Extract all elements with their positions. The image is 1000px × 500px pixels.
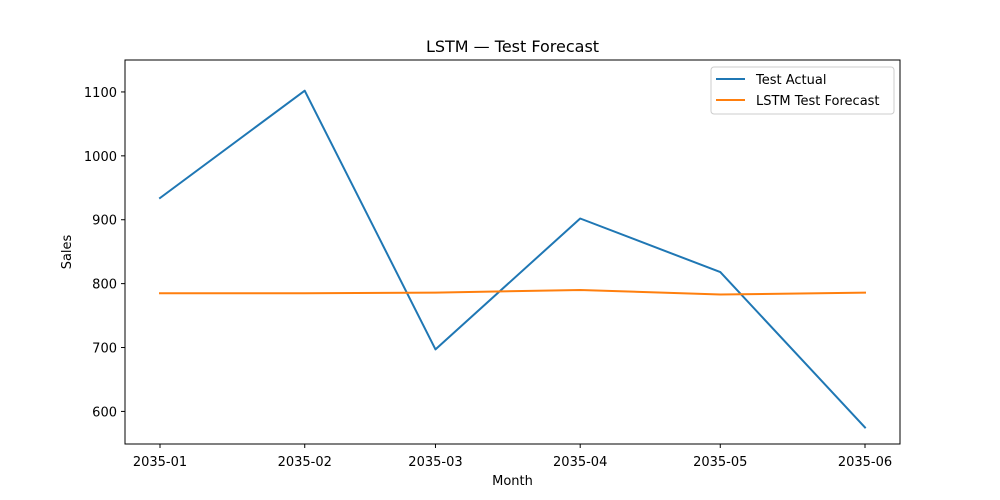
x-tick-label: 2035-04 [553,455,607,470]
plot-area [158,89,867,429]
legend-label-1: Test Actual [755,73,826,88]
legend-label-2: LSTM Test Forecast [756,94,880,109]
legend: Test Actual LSTM Test Forecast [710,66,895,115]
y-tick-label: 1000 [84,150,117,165]
series-line-2 [159,289,867,296]
plot-frame [124,59,901,445]
x-axis: 2035-01 2035-02 2035-03 2035-04 2035-05 2035-… [133,444,892,470]
y-tick-label: 600 [92,405,117,420]
y-tick-label: 1100 [84,86,117,101]
y-axis-title: Sales [60,234,75,269]
y-tick-label: 700 [92,342,117,357]
x-tick-label: 2035-05 [693,455,747,470]
x-tick-label: 2035-02 [278,455,332,470]
series-line-1 [158,89,867,429]
legend-box [710,66,895,115]
chart-title: LSTM — Test Forecast [426,37,599,56]
y-tick-label: 900 [92,214,117,229]
x-tick-label: 2035-03 [408,455,462,470]
x-tick-label: 2035-06 [838,455,892,470]
y-axis: 600 700 800 900 1000 1100 [84,86,125,420]
y-tick-label: 800 [92,278,117,293]
x-axis-title: Month [492,474,533,489]
x-tick-label: 2035-01 [133,455,187,470]
